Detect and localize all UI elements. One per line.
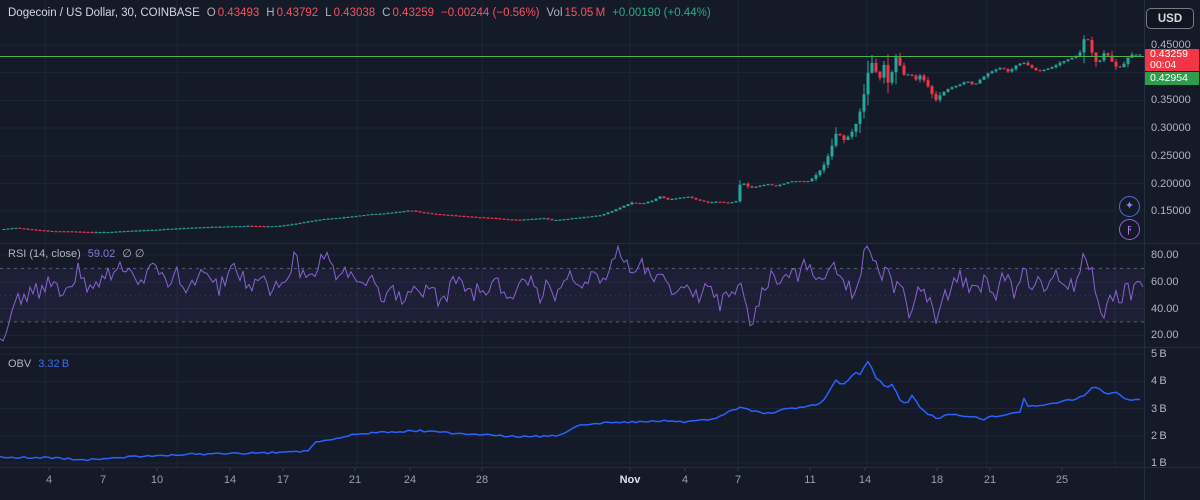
sparkle-icon: ✦	[1124, 200, 1135, 212]
obv-axis-label: 3 B	[1151, 402, 1167, 415]
last-price-value: 0.43259	[1150, 48, 1188, 60]
volume-value: Vol 15.05 M	[546, 7, 606, 19]
time-axis-label: 18	[930, 474, 944, 486]
price-axis-label: 0.30000	[1151, 122, 1191, 135]
change-value: −0.00244 (−0.56%)	[441, 7, 540, 19]
rsi-axis-label: 80.00	[1151, 249, 1179, 261]
time-axis-label: 21	[348, 474, 362, 486]
last-price-box[interactable]: 0.43259 00:04	[1145, 49, 1199, 71]
sparkle-button[interactable]: ✦	[1119, 196, 1140, 217]
volume-change-value: +0.00190 (+0.44%)	[612, 7, 711, 19]
obv-title[interactable]: OBV	[8, 358, 32, 370]
obv-value: 3.32 B	[38, 358, 70, 370]
currency-button[interactable]: USD	[1146, 8, 1194, 29]
time-axis-label: 7	[734, 474, 742, 486]
rsi-title[interactable]: RSI (14, close)	[8, 248, 81, 260]
price-axis-label: 0.35000	[1151, 94, 1191, 107]
time-axis-label: Nov	[619, 474, 641, 486]
time-axis-separator	[0, 467, 1200, 468]
low-value: L 0.43038	[325, 7, 376, 19]
time-axis-label: 14	[858, 474, 872, 486]
price-axis-label: 0.15000	[1151, 205, 1191, 218]
time-axis-label: 11	[804, 474, 816, 486]
open-value: O 0.43493	[206, 7, 260, 19]
main-chart-legend: Dogecoin / US Dollar, 30, COINBASE O 0.43…	[8, 7, 711, 19]
price-axis-label: 0.20000	[1151, 177, 1191, 190]
time-axis-label: 28	[475, 474, 489, 486]
price-axis-label: 0.45000	[1151, 39, 1191, 51]
lightning-button[interactable]: ϝ	[1119, 219, 1140, 240]
obv-axis-label: 5 B	[1151, 348, 1167, 360]
close-value: C 0.43259	[382, 7, 435, 19]
symbol-title[interactable]: Dogecoin / US Dollar, 30, COINBASE	[8, 7, 200, 19]
time-axis-label: 25	[1055, 474, 1069, 486]
price-axis-label: 0.25000	[1151, 149, 1191, 162]
obv-axis-label: 2 B	[1151, 429, 1167, 442]
time-axis-label: 4	[681, 474, 689, 486]
time-axis-label: 21	[983, 474, 997, 486]
obv-legend: OBV 3.32 B	[8, 358, 69, 370]
time-axis-label: 7	[99, 474, 107, 486]
obv-axis-label: 4 B	[1151, 375, 1167, 388]
time-axis-label: 4	[45, 474, 53, 486]
rsi-axis-label: 20.00	[1151, 329, 1179, 342]
time-axis-label: 10	[150, 474, 164, 486]
pane-separator-rsi-obv[interactable]	[0, 347, 1200, 348]
rsi-value: 59.02	[87, 248, 116, 260]
alert-price-value: 0.42954	[1150, 72, 1188, 84]
time-axis-label: 14	[223, 474, 237, 486]
high-value: H 0.43792	[266, 7, 319, 19]
obv-axis-label: 1 B	[1151, 457, 1167, 469]
rsi-axis-label: 60.00	[1151, 275, 1179, 288]
lightning-icon: ϝ	[1127, 223, 1132, 235]
rsi-empty-set-icons: ∅ ∅	[122, 248, 145, 260]
price-scale-separator	[1144, 0, 1145, 500]
pane-separator-main-rsi[interactable]	[0, 243, 1200, 244]
alert-price-box[interactable]: 0.42954	[1145, 72, 1199, 85]
rsi-legend: RSI (14, close) 59.02 ∅ ∅	[8, 247, 145, 260]
time-axis-label: 24	[403, 474, 417, 486]
time-axis-label: 17	[276, 474, 290, 486]
rsi-axis-label: 40.00	[1151, 302, 1179, 315]
bar-countdown: 00:04	[1150, 59, 1177, 71]
